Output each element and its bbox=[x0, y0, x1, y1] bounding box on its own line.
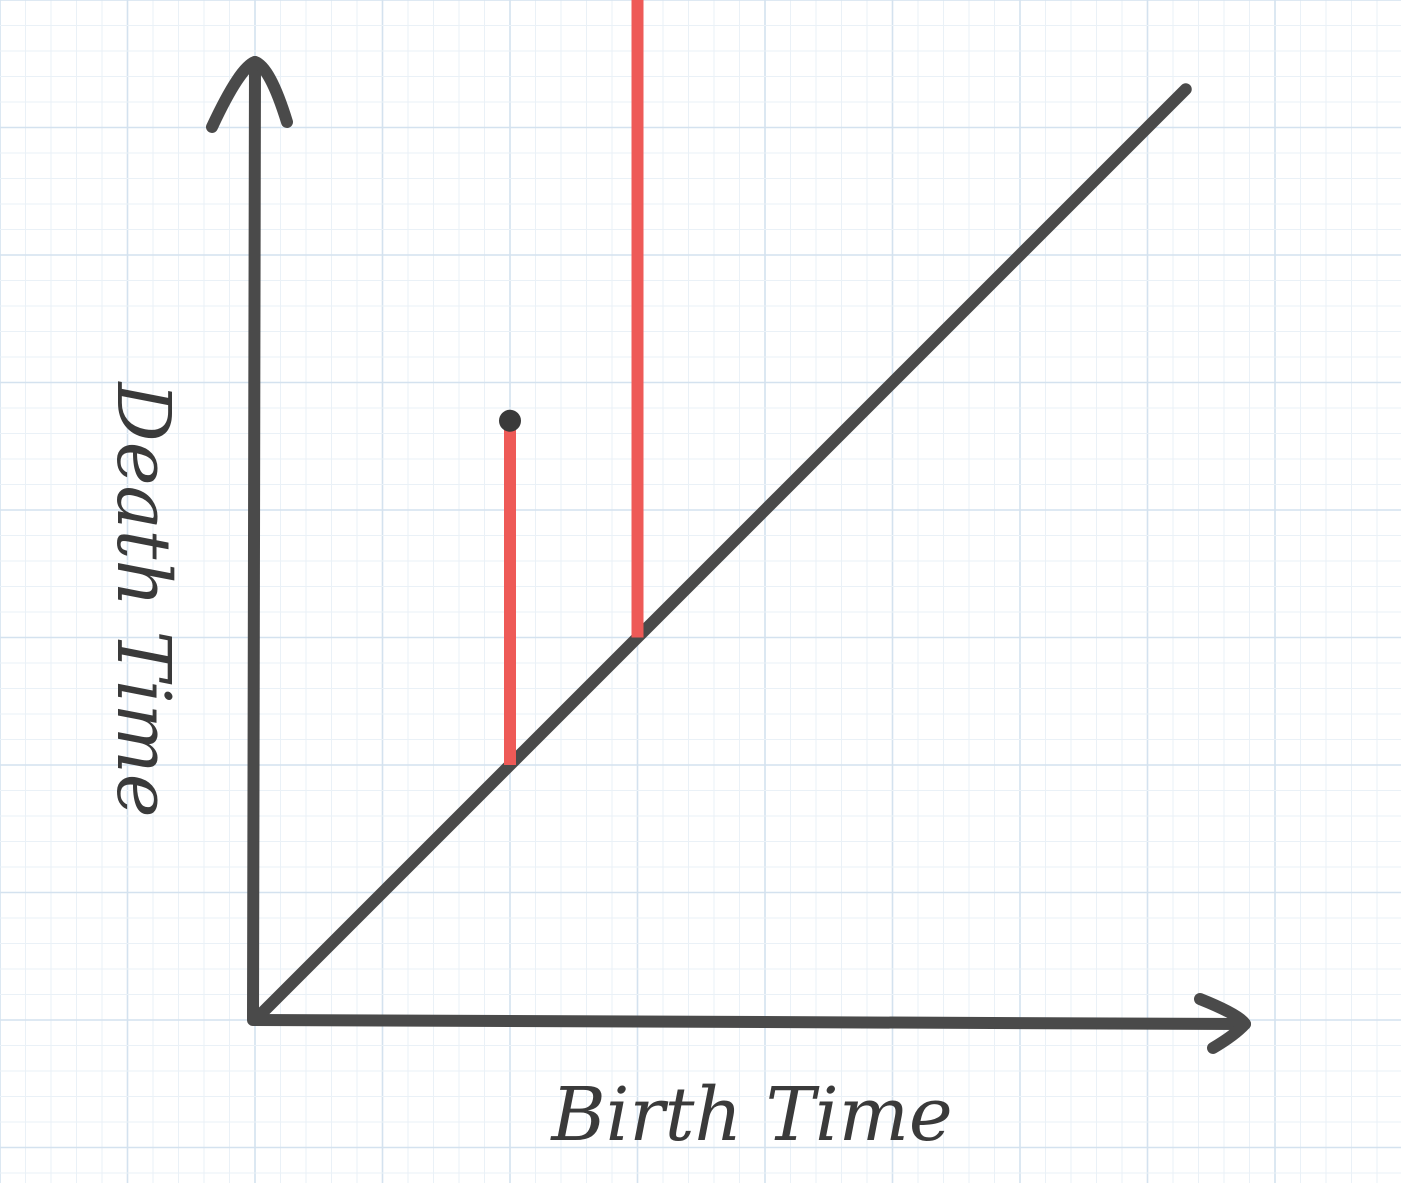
axes bbox=[206, 56, 1251, 1054]
data-point-1 bbox=[499, 409, 521, 432]
diagonal-line bbox=[249, 83, 1192, 1026]
x-axis-label: Birth Time bbox=[549, 1072, 952, 1158]
x-axis-arrowhead bbox=[1194, 993, 1251, 1054]
persistence-marks bbox=[499, 0, 644, 765]
y-axis-label: Death Time bbox=[100, 380, 186, 817]
y-axis-arrowhead bbox=[206, 56, 293, 133]
x-axis-line bbox=[249, 1014, 1251, 1030]
y-axis-line bbox=[247, 56, 261, 1026]
